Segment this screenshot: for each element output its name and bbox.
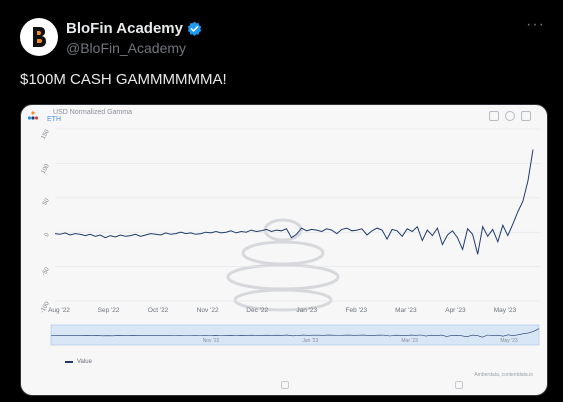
y-tick-label: -100 xyxy=(40,300,52,314)
amberdata-logo-icon xyxy=(27,111,39,120)
x-tick-label: Dec '22 xyxy=(246,307,268,314)
series-line-value xyxy=(54,149,534,255)
x-tick-label: Jan '23 xyxy=(296,307,317,314)
legend-label: Value xyxy=(77,359,92,365)
x-tick-label: Sep '22 xyxy=(98,307,120,314)
download-icon[interactable] xyxy=(455,381,463,389)
info-icon[interactable] xyxy=(505,111,515,121)
gamma-line-chart: 150 100 50 0 -50 -100 Aug '22 Sep '22 Oct '22 No… xyxy=(40,128,541,346)
camera-icon[interactable] xyxy=(281,381,289,389)
chart-gridlines xyxy=(55,128,541,302)
chart-legend[interactable]: Value xyxy=(65,359,92,365)
legend-swatch xyxy=(65,361,73,363)
x-tick-label: May '23 xyxy=(494,307,517,314)
navigator-range[interactable] xyxy=(50,324,540,346)
x-tick-label: Nov '22 xyxy=(197,307,219,314)
media-card[interactable]: USD Normalized Gamma ETH 150 100 50 0 -50 -10… xyxy=(20,104,548,396)
x-axis-ticks: Aug '22 Sep '22 Oct '22 Nov '22 Dec '22 Jan '… xyxy=(48,307,517,314)
x-tick-label: Feb '23 xyxy=(346,307,368,314)
watermark-logo xyxy=(226,218,340,312)
x-tick-label: Apr '23 xyxy=(445,307,466,314)
x-tick-label: Aug '22 xyxy=(48,307,70,314)
x-tick-label: Mar '23 xyxy=(395,307,417,314)
y-tick-label: 0 xyxy=(44,232,51,238)
bookmark-icon[interactable] xyxy=(489,111,499,121)
navigator-tick-label: Jan '23 xyxy=(302,338,318,344)
menu-icon[interactable] xyxy=(521,111,531,121)
account-handle[interactable]: @BloFin_Academy xyxy=(66,40,187,56)
navigator-series-line xyxy=(50,328,540,338)
navigator-tick-label: May '23 xyxy=(500,338,518,344)
navigator-ticks: Nov '22 Jan '23 Mar '23 May '23 xyxy=(203,338,518,344)
y-tick-label: -50 xyxy=(41,266,51,277)
navigator-tick-label: Nov '22 xyxy=(203,338,220,344)
y-tick-label: 100 xyxy=(41,163,52,175)
chart-subtitle: ETH xyxy=(47,116,61,123)
blofin-logo-icon xyxy=(33,27,46,47)
tweet-text: $100M CASH GAMMMMMMA! xyxy=(20,71,227,88)
y-axis-ticks: 150 100 50 0 -50 -100 xyxy=(40,128,52,314)
chart-title: USD Normalized Gamma xyxy=(53,109,132,116)
y-tick-label: 50 xyxy=(42,197,51,206)
chart-credit: Amberdata, contentdata.io xyxy=(474,372,533,378)
verified-badge-icon xyxy=(187,21,202,36)
tweet-avatar[interactable] xyxy=(20,18,58,56)
more-dots-icon[interactable]: ··· xyxy=(526,16,545,33)
y-tick-label: 150 xyxy=(41,128,52,140)
navigator-tick-label: Mar '23 xyxy=(401,338,418,344)
display-name[interactable]: BloFin Academy xyxy=(66,20,183,37)
x-tick-label: Oct '22 xyxy=(148,307,169,314)
